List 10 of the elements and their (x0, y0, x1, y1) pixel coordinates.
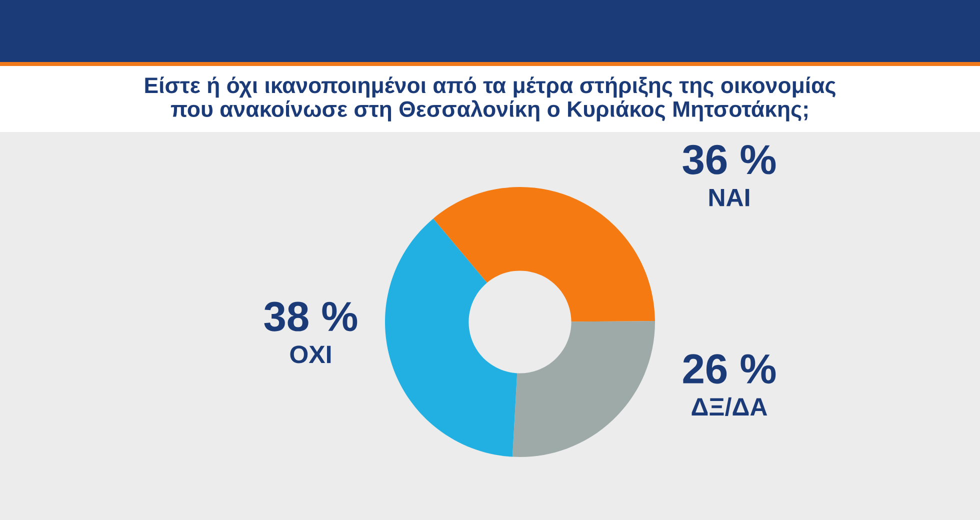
data-label: 26 % (683, 354, 776, 384)
donut-slice (385, 218, 518, 457)
slice-label: ΝΑΙ (709, 188, 750, 206)
donut-slice (433, 187, 655, 322)
slice-label: ΔΞ/ΔΑ (692, 397, 768, 416)
donut-slice (512, 321, 655, 457)
data-label: 36 % (682, 144, 776, 174)
data-label: 38 % (264, 302, 358, 332)
slice-label: ΟΧΙ (290, 346, 331, 364)
chart-title: Είστε ή όχι ικανοποιημένοι από τα μέτρα στήριξης της οικονομίας που ανακοίνωσε στη Θεσσαλονίκη ο Κυριάκος Μητσοτάκης; (145, 76, 836, 122)
